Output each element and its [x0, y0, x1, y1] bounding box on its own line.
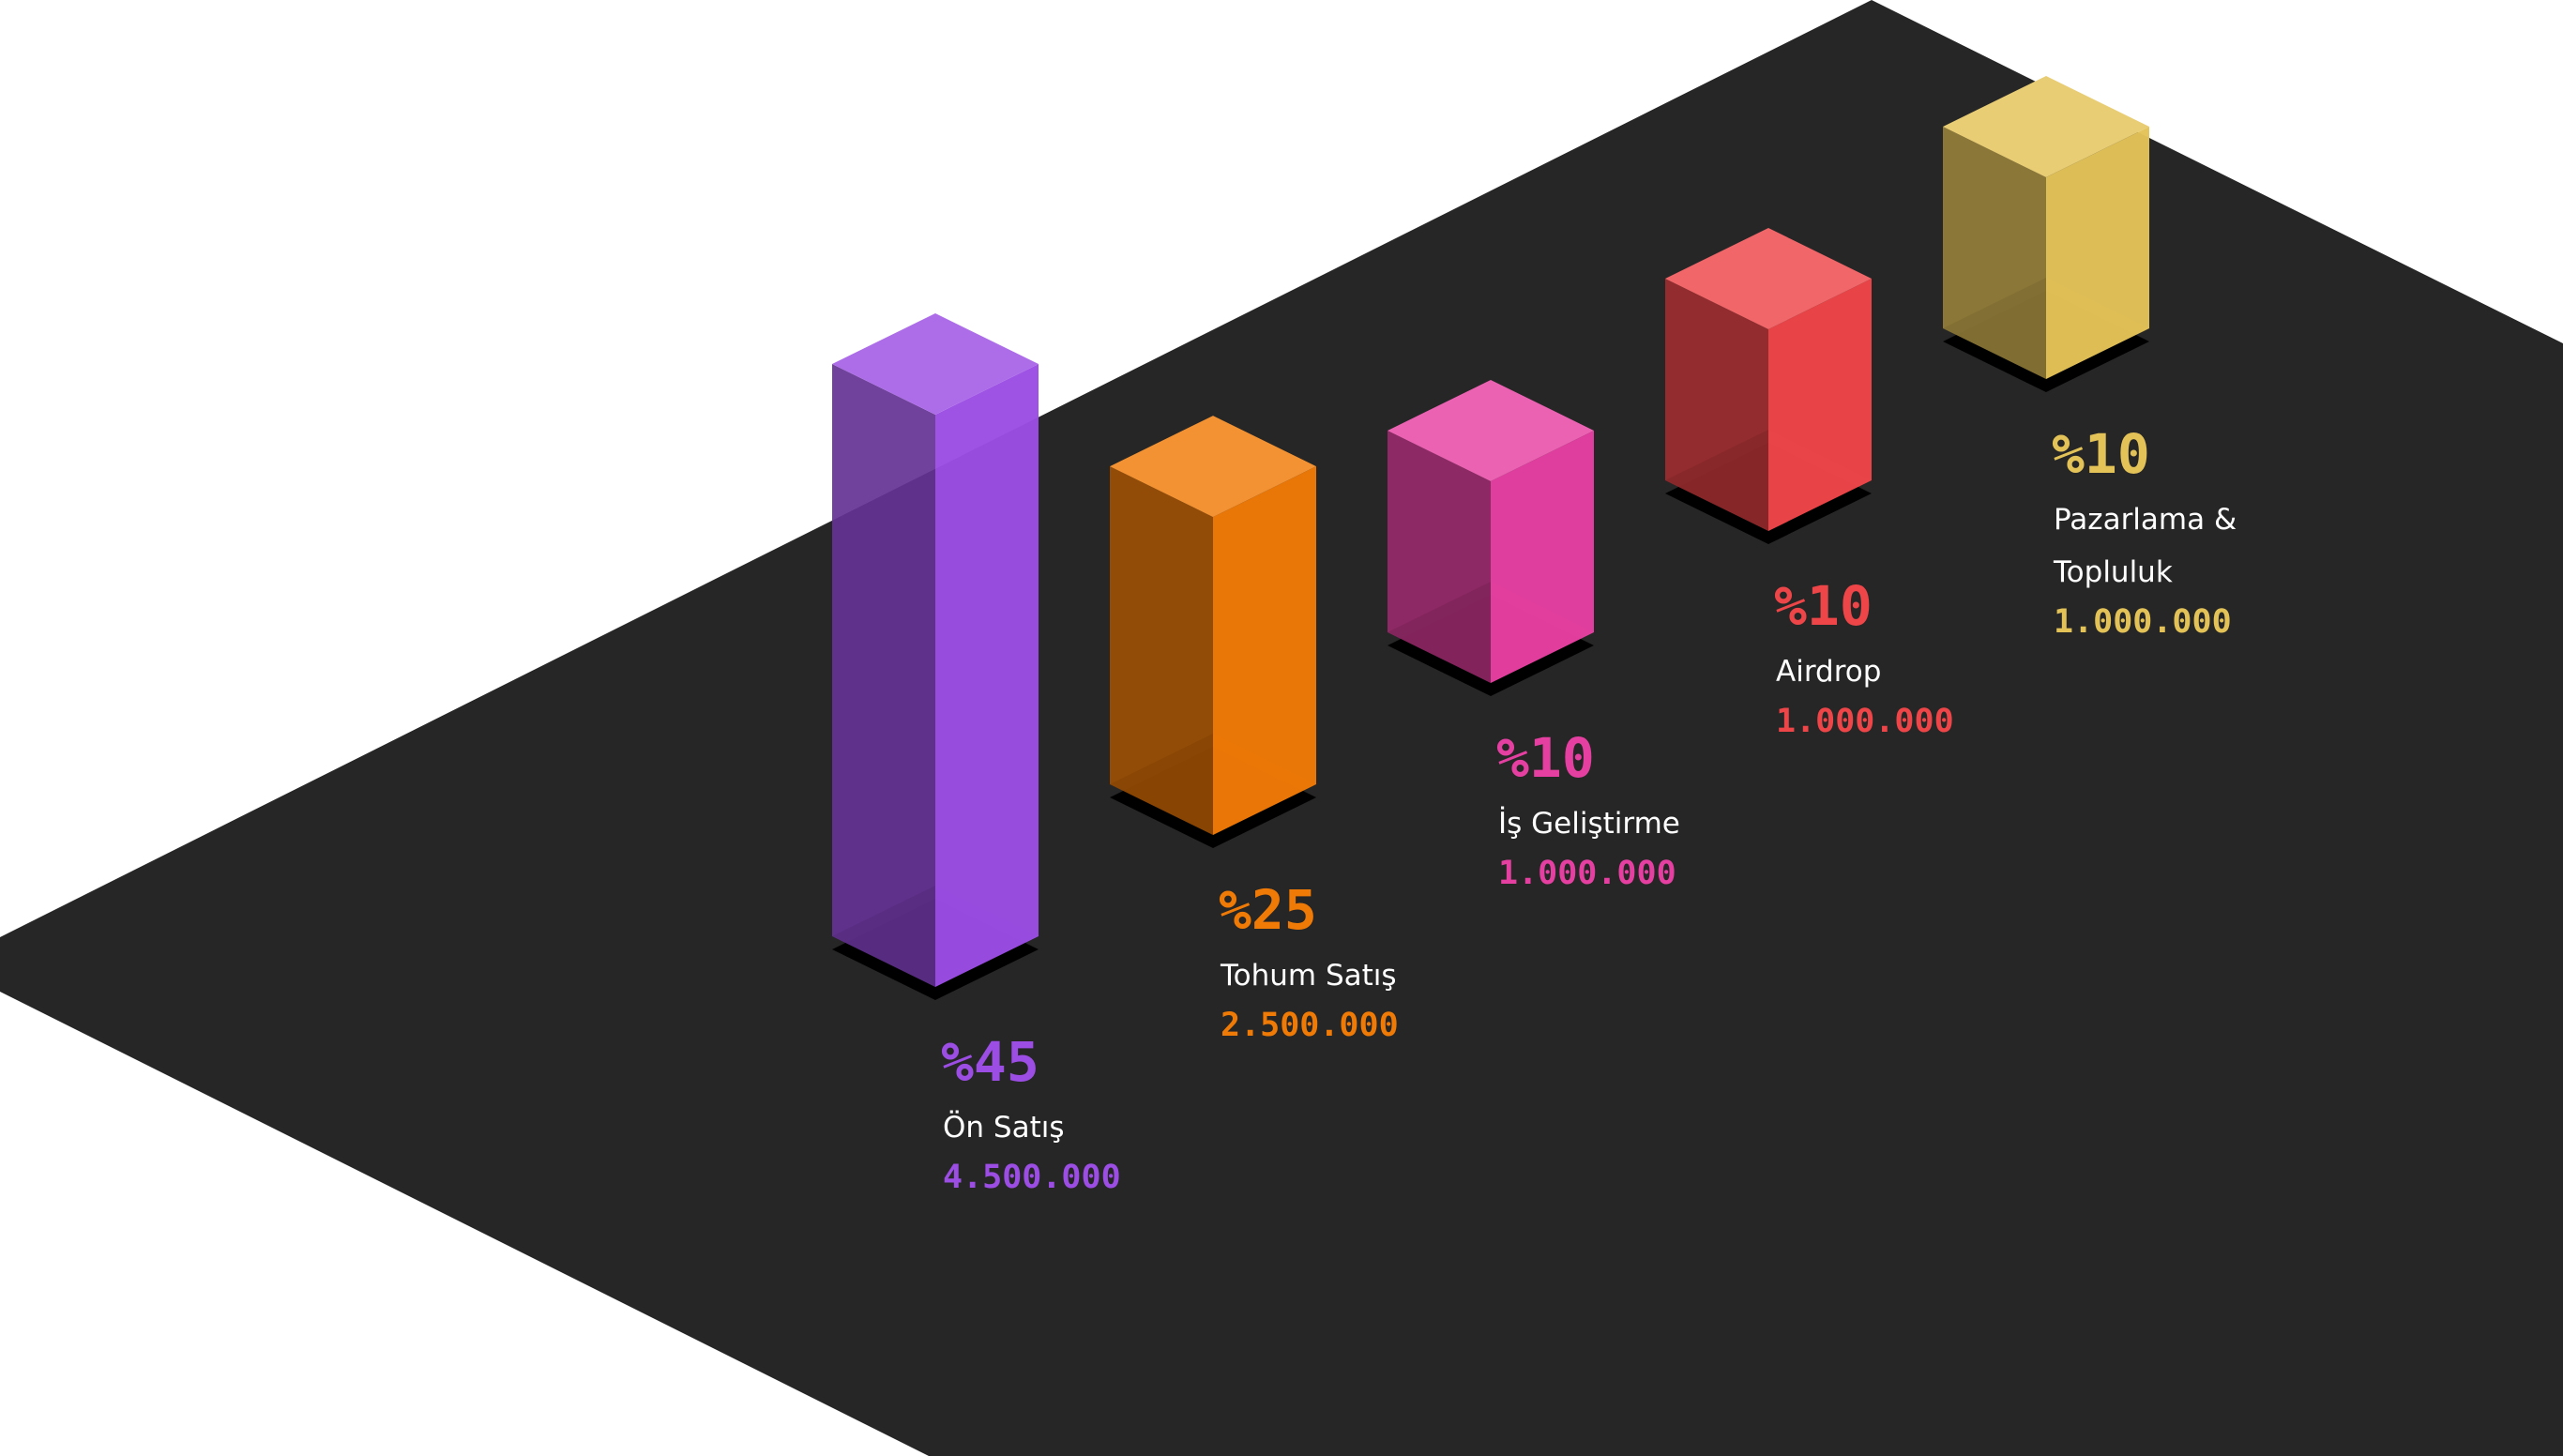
bar-is-gelistirme [1388, 380, 1594, 683]
percent-label-pazarlama-topluluk: %10 [2052, 422, 2150, 486]
category-label-is-gelistirme: İş Geliştirme [1498, 807, 1680, 841]
bar-airdrop [1665, 228, 1872, 531]
bar-top-face-tohum-satis [1110, 416, 1316, 518]
bar-left-face-on-satis [832, 364, 935, 987]
label-group-is-gelistirme: %10 İş Geliştirme 1.000.000 [1496, 726, 1680, 892]
bar-tohum-satis [1110, 416, 1316, 835]
amount-label-on-satis: 4.500.000 [943, 1159, 1121, 1196]
bar-left-face-airdrop [1665, 279, 1768, 531]
bar-top-face-pazarlama-topluluk [1943, 76, 2149, 177]
bar-left-face-pazarlama-topluluk [1943, 127, 2046, 379]
bar-top-face-is-gelistirme [1388, 380, 1594, 481]
bar-left-face-tohum-satis [1110, 466, 1213, 835]
amount-label-pazarlama-topluluk: 1.000.000 [2054, 603, 2232, 641]
bar-right-face-pazarlama-topluluk [2046, 127, 2149, 379]
bar-pazarlama-topluluk [1943, 76, 2149, 379]
percent-label-tohum-satis: %25 [1219, 878, 1317, 942]
category-label-on-satis: Ön Satış [943, 1110, 1065, 1145]
amount-label-tohum-satis: 2.500.000 [1221, 1007, 1399, 1044]
bar-top-face-airdrop [1665, 228, 1872, 329]
bar-on-satis [832, 313, 1039, 987]
bar-right-face-airdrop [1768, 279, 1872, 531]
percent-label-is-gelistirme: %10 [1496, 726, 1595, 790]
category-label-pazarlama-topluluk: Pazarlama & [2054, 503, 2237, 537]
category-label-tohum-satis: Tohum Satış [1220, 959, 1397, 993]
category-label-pazarlama-topluluk-line2: Topluluk [2053, 555, 2173, 589]
amount-label-is-gelistirme: 1.000.000 [1498, 855, 1676, 892]
percent-label-airdrop: %10 [1774, 574, 1873, 638]
bar-labels: %45 Ön Satış 4.500.000 %25 Tohum Satış 2.500.… [941, 422, 2237, 1196]
label-group-on-satis: %45 Ön Satış 4.500.000 [941, 1030, 1121, 1196]
label-group-airdrop: %10 Airdrop 1.000.000 [1774, 574, 1954, 740]
bar-right-face-is-gelistirme [1491, 431, 1594, 683]
label-group-pazarlama-topluluk: %10 Pazarlama & Topluluk 1.000.000 [2052, 422, 2237, 641]
bars [832, 76, 2149, 987]
category-label-airdrop: Airdrop [1776, 655, 1881, 689]
bar-top-face-on-satis [832, 313, 1039, 415]
bar-right-face-on-satis [935, 364, 1039, 987]
label-group-tohum-satis: %25 Tohum Satış 2.500.000 [1219, 878, 1399, 1044]
percent-label-on-satis: %45 [941, 1030, 1039, 1094]
bar-right-face-tohum-satis [1213, 466, 1316, 835]
amount-label-airdrop: 1.000.000 [1776, 703, 1954, 740]
bar-left-face-is-gelistirme [1388, 431, 1491, 683]
